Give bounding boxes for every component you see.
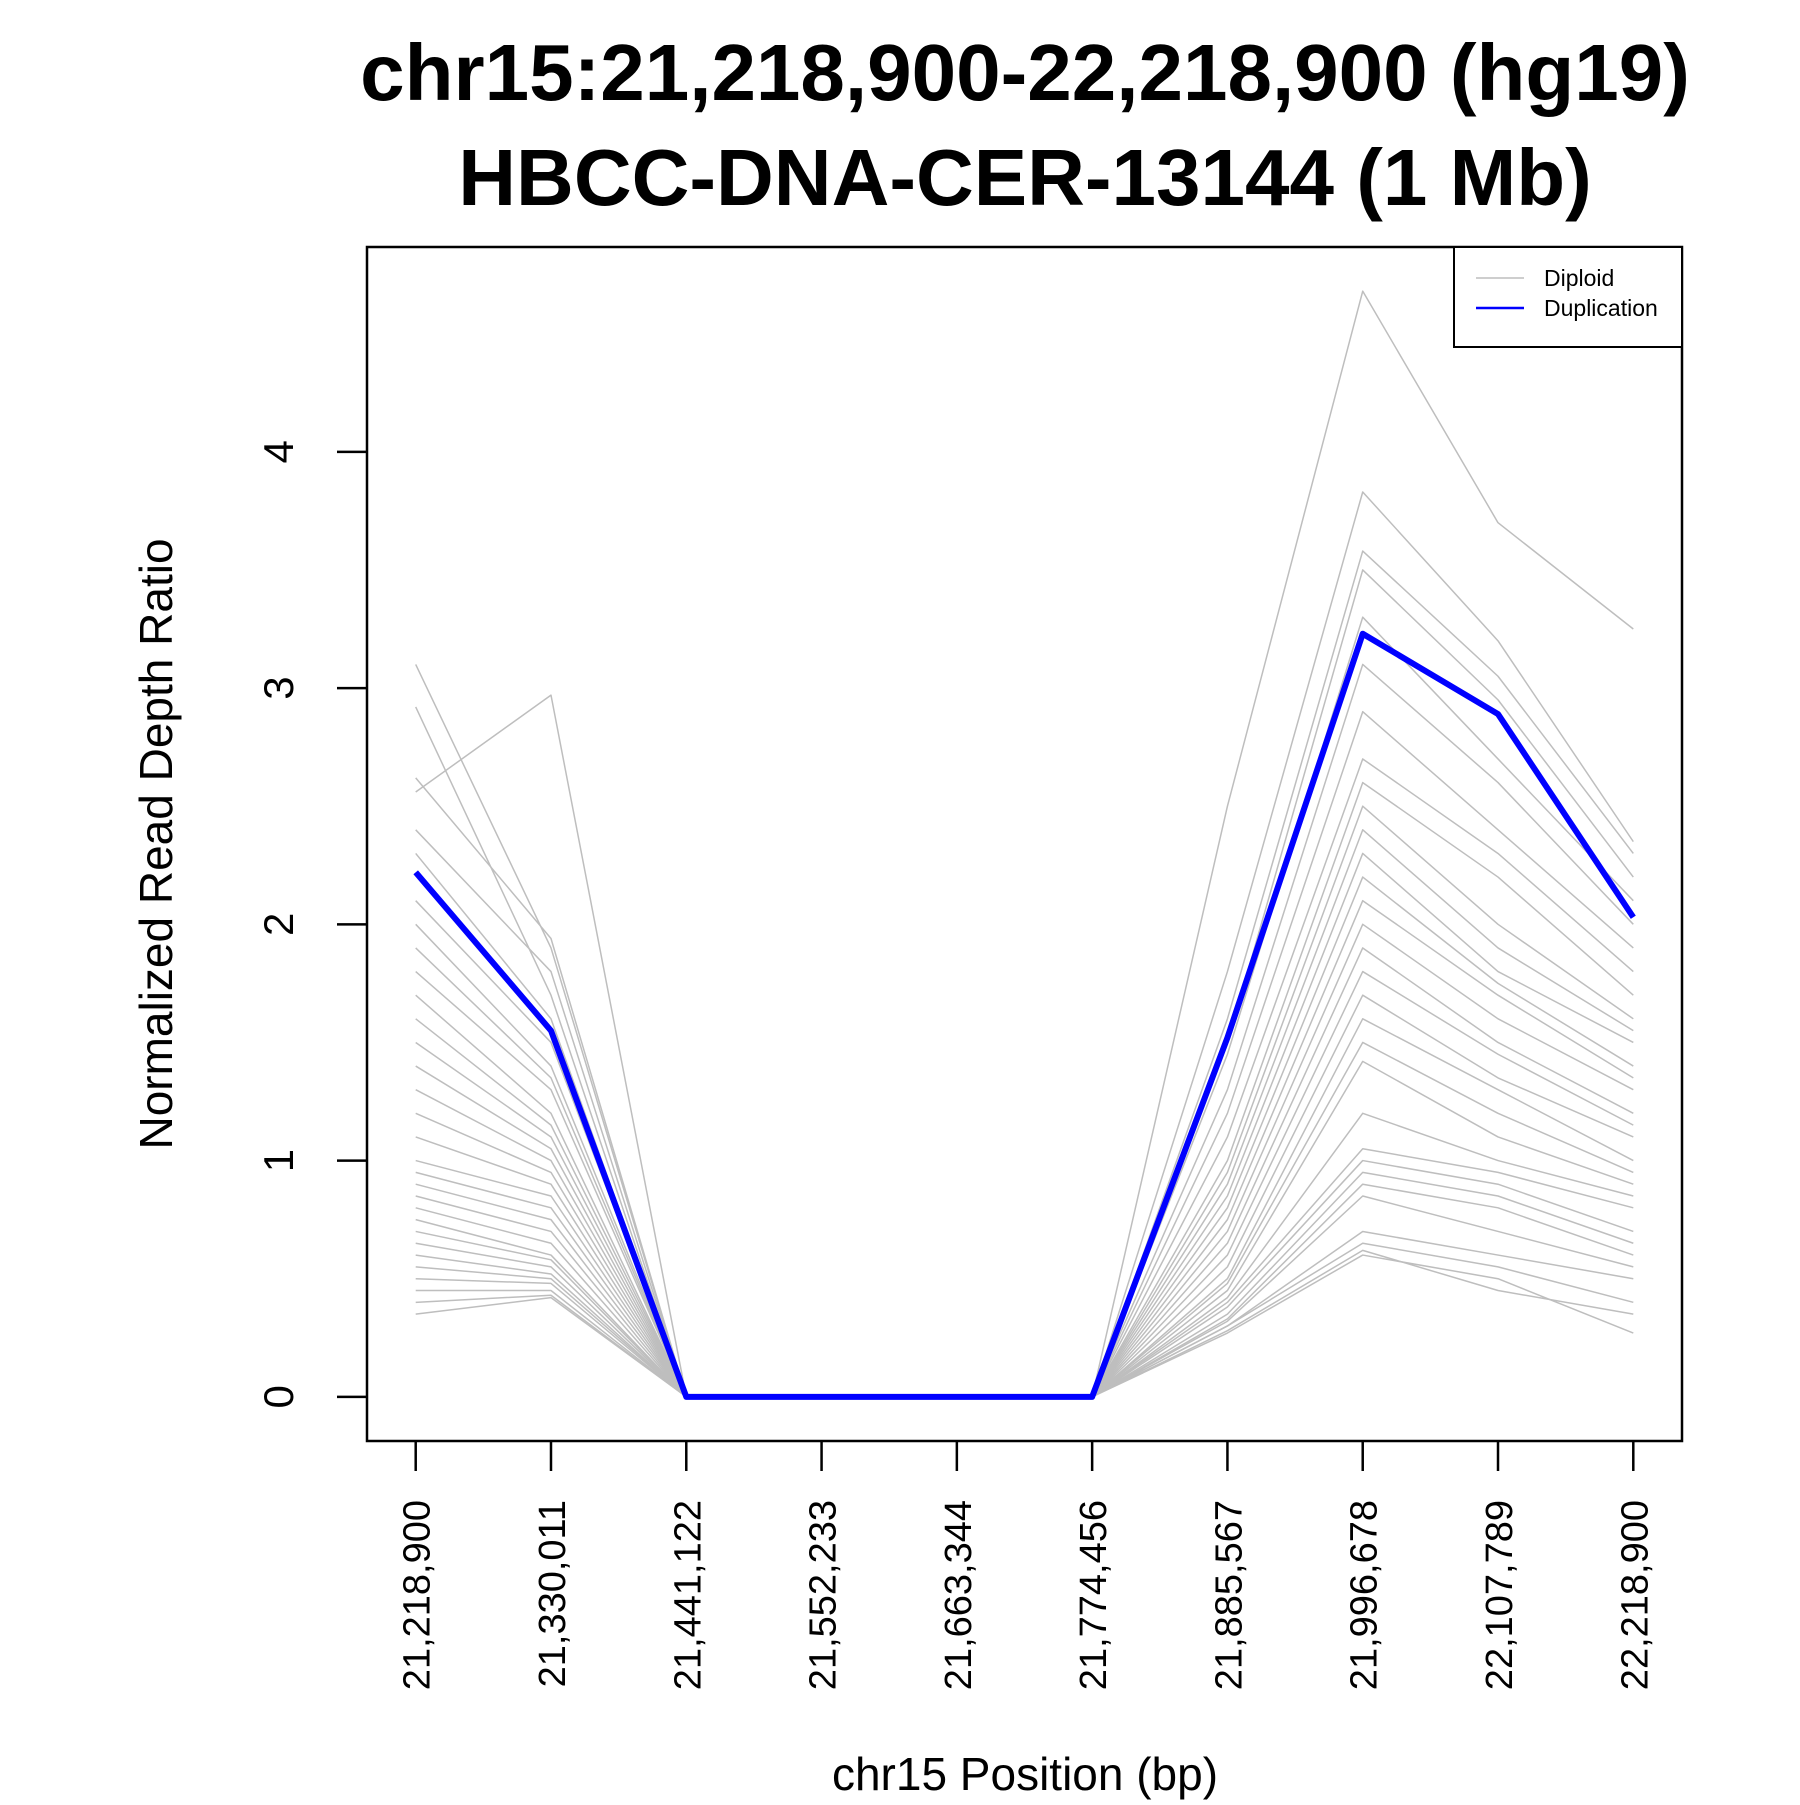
- chart-subtitle: HBCC-DNA-CER-13144 (1 Mb): [458, 133, 1591, 222]
- x-tick-label: 21,218,900: [397, 1500, 439, 1690]
- series-line: [413, 630, 1636, 1400]
- x-tick-label: 21,885,567: [1208, 1500, 1250, 1690]
- x-tick-label: 21,441,122: [667, 1500, 709, 1690]
- series-line: [415, 616, 1634, 1398]
- series-line: [415, 1230, 1634, 1398]
- y-axis-label: Normalized Read Depth Ratio: [130, 538, 182, 1149]
- legend-label: Diploid: [1544, 265, 1614, 291]
- x-tick-label: 21,996,678: [1344, 1500, 1386, 1690]
- x-tick-label: 22,218,900: [1614, 1500, 1656, 1690]
- y-tick-label: 0: [255, 1385, 302, 1408]
- legend-label: Duplication: [1544, 295, 1658, 321]
- x-tick-label: 21,663,344: [938, 1500, 980, 1690]
- series-line: [415, 758, 1634, 1398]
- series-line: [415, 663, 1634, 1398]
- x-axis-label: chr15 Position (bp): [832, 1748, 1218, 1800]
- y-tick-label: 3: [255, 676, 302, 699]
- x-tick-label: 21,774,456: [1073, 1500, 1115, 1690]
- chart-title: chr15:21,218,900-22,218,900 (hg19): [360, 28, 1690, 117]
- series-line: [415, 491, 1634, 1398]
- plot-frame: [365, 245, 1684, 1443]
- series-line: [415, 1018, 1634, 1398]
- series-line: [415, 852, 1634, 1398]
- x-tick-label: 22,107,789: [1479, 1500, 1521, 1690]
- y-tick-label: 2: [255, 913, 302, 936]
- x-tick-label: 21,330,011: [532, 1500, 574, 1687]
- series-line: [415, 1171, 1634, 1398]
- x-tick-label: 21,552,233: [803, 1500, 845, 1690]
- y-tick-label: 1: [255, 1149, 302, 1172]
- legend-box: [1453, 246, 1683, 348]
- y-tick-label: 4: [255, 440, 302, 463]
- series-line: [415, 710, 1634, 1398]
- series-line: [415, 947, 1634, 1398]
